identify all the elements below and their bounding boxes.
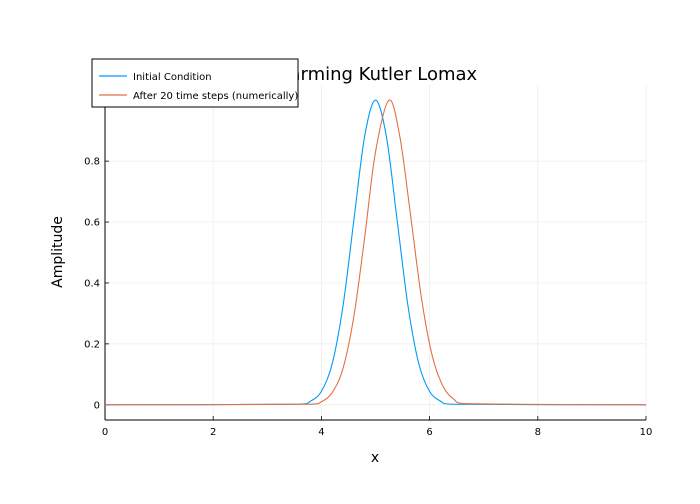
x-tick-label: 2 <box>210 427 216 438</box>
y-axis-label: Amplitude <box>50 216 66 288</box>
x-tick-label: 0 <box>102 427 108 438</box>
y-tick-label: 0.4 <box>84 278 100 289</box>
legend-label-after-20-steps: After 20 time steps (numerically) <box>133 91 298 102</box>
x-tick-label: 6 <box>426 427 432 438</box>
x-axis-ticks: 0 2 4 6 8 10 <box>102 416 653 438</box>
y-tick-label: 0.6 <box>84 218 100 229</box>
axes <box>104 85 646 421</box>
legend-label-initial-condition: Initial Condition <box>133 72 212 83</box>
x-tick-label: 10 <box>640 427 653 438</box>
y-tick-label: 0.8 <box>84 157 100 168</box>
y-tick-label: 0 <box>94 400 100 411</box>
chart-title: Warming Kutler Lomax <box>273 64 478 85</box>
legend: Initial Condition After 20 time steps (n… <box>91 58 299 108</box>
x-axis-label: x <box>371 450 379 466</box>
y-tick-label: 0.2 <box>84 339 100 350</box>
series-line-after-20-steps <box>104 99 647 406</box>
x-tick-label: 8 <box>535 427 541 438</box>
legend-box <box>91 58 299 108</box>
x-tick-label: 4 <box>318 427 324 438</box>
series-line-initial-condition <box>104 99 647 406</box>
series-lines <box>104 99 647 406</box>
